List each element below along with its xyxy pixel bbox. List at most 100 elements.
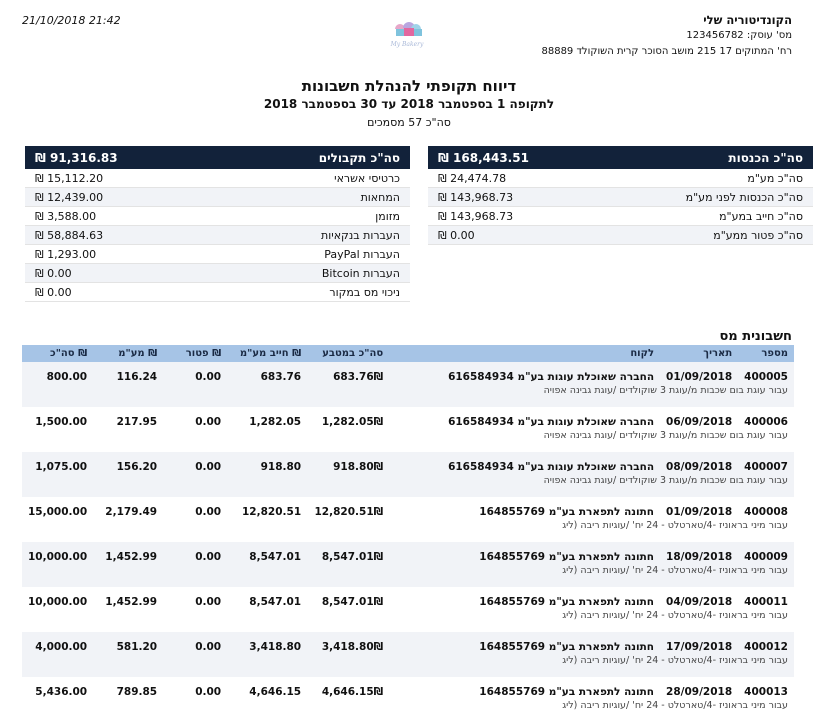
table-row[interactable]: 10,000.00 1,452.99 0.00 8,547.01 8,547.01₪ חת… bbox=[22, 542, 794, 565]
col-total: סה"כ ₪ bbox=[22, 345, 94, 362]
cell-description: עבור מיני בראוניז -4/טארטלט - 24 יח' /עו… bbox=[389, 565, 794, 587]
business-name: הקונדיטוריה שלי bbox=[703, 13, 792, 27]
cell-empty bbox=[163, 430, 227, 452]
table-row-description: עבור מיני בראוניז -4/טארטלט - 24 יח' /עו… bbox=[22, 610, 794, 632]
cell-total: 800.00 bbox=[22, 362, 94, 385]
cell-empty bbox=[22, 700, 93, 722]
income-row: סה"כ פטור ממע"מ ₪ 0.00 bbox=[428, 226, 813, 245]
cell-empty bbox=[307, 520, 389, 542]
cell-exempt: 0.00 bbox=[195, 506, 222, 518]
receipts-row: ניכוי מס במקור ₪ 0.00 bbox=[25, 283, 410, 302]
income-header-label: סה"כ הכנסות bbox=[728, 150, 803, 165]
cell-empty bbox=[22, 430, 93, 452]
cell-exempt: 0.00 bbox=[195, 686, 222, 698]
cell-vat-liable: 12,820.51 bbox=[242, 506, 302, 518]
cell-date: 01/09/2018 bbox=[666, 506, 733, 518]
table-row-description: עבור מיני בראוניז -4/טארטלט - 24 יח' /עו… bbox=[22, 700, 794, 722]
table-row[interactable]: 800.00 116.24 0.00 683.76 683.76₪ החברה שאוכל… bbox=[22, 362, 794, 385]
cell-empty bbox=[227, 565, 308, 587]
receipts-row-value: ₪ 12,439.00 bbox=[35, 190, 104, 204]
cell-customer: חתונה לתפארת בע"מ 164855769 bbox=[389, 542, 661, 565]
table-row-description: עבור מיני בראוניז -4/טארטלט - 24 יח' /עו… bbox=[22, 565, 794, 587]
cell-number: 400012 bbox=[738, 632, 794, 655]
cell-date: 17/09/2018 bbox=[660, 632, 739, 655]
table-row[interactable]: 5,436.00 789.85 0.00 4,646.15 4,646.15₪ חתונה… bbox=[22, 677, 794, 700]
table-row[interactable]: 15,000.00 2,179.49 0.00 12,820.51 12,820.51₪… bbox=[22, 497, 794, 520]
cell-vat-liable: 3,418.80 bbox=[227, 632, 308, 655]
cell-empty bbox=[227, 385, 308, 407]
receipts-row-label: מזומן bbox=[375, 209, 400, 223]
cell-empty bbox=[307, 565, 390, 587]
income-summary: סה"כ הכנסות ₪ 168,443.51 סה"כ מע"מ ₪ 24,4… bbox=[428, 146, 813, 245]
cell-total: 15,000.00 bbox=[28, 506, 88, 518]
cell-vat: 1,452.99 bbox=[105, 596, 158, 608]
cell-empty bbox=[307, 610, 389, 632]
col-number: מספר bbox=[738, 345, 794, 362]
document-count: סה"כ 57 מסמכים bbox=[367, 116, 451, 129]
cell-vat-liable: 8,547.01 bbox=[249, 596, 302, 608]
cell-empty bbox=[93, 610, 163, 632]
cell-currency-total: 8,547.01₪ bbox=[321, 596, 384, 608]
cell-date: 06/09/2018 bbox=[666, 416, 733, 428]
cell-exempt: 0.00 bbox=[163, 632, 228, 655]
table-header-row: סה"כ ₪ מע"מ ₪ פטור ₪ חייב מע"מ ₪ סה"כ במ… bbox=[22, 345, 794, 362]
cell-customer: חתונה לתפארת בע"מ 164855769 bbox=[479, 596, 655, 608]
cell-empty bbox=[22, 475, 94, 497]
receipts-row-label: ניכוי מס במקור bbox=[329, 285, 400, 299]
receipts-row-label: העברות Bitcoin bbox=[321, 266, 400, 280]
cell-vat: 1,452.99 bbox=[93, 542, 164, 565]
cell-description: עבור מיני בראוניז -4/טארטלט - 24 יח' /עו… bbox=[562, 610, 788, 621]
cell-vat-liable: 918.80 bbox=[227, 452, 308, 475]
business-id: מס' עוסק: 123456782 bbox=[686, 30, 792, 41]
receipts-row-value: ₪ 1,293.00 bbox=[35, 247, 97, 261]
receipts-header-label: סה"כ תקבולים bbox=[318, 150, 400, 165]
cell-total: 5,436.00 bbox=[35, 686, 88, 698]
table-row[interactable]: 10,000.00 1,452.99 0.00 8,547.01 8,547.01₪ חת… bbox=[22, 587, 794, 610]
income-row: סה"כ הכנסות לפני מע"מ ₪ 143,968.73 bbox=[428, 188, 813, 207]
cell-exempt: 0.00 bbox=[163, 362, 228, 385]
receipts-row: העברות בנקאיות ₪ 58,884.63 bbox=[25, 226, 410, 245]
cell-empty bbox=[22, 565, 94, 587]
cell-date: 28/09/2018 bbox=[666, 686, 733, 698]
business-info: הקונדיטוריה שלי מס' עוסק: 123456782 רח' … bbox=[541, 12, 792, 60]
cell-empty bbox=[163, 385, 228, 407]
report-title: דיווח תקופתי להנהלת חשבונות bbox=[301, 77, 517, 95]
receipts-row-label: כרטיסי אשראי bbox=[334, 171, 400, 185]
table-row[interactable]: 4,000.00 581.20 0.00 3,418.80 3,418.80₪ חתונה… bbox=[22, 632, 794, 655]
cell-vat-liable: 683.76 bbox=[227, 362, 308, 385]
income-row-value: ₪ 143,968.73 bbox=[438, 209, 514, 223]
cell-empty bbox=[93, 475, 164, 497]
cell-number: 400008 bbox=[744, 506, 788, 518]
report-datetime: 21/10/2018 21:42 bbox=[22, 14, 121, 27]
cell-vat-liable: 8,547.01 bbox=[227, 542, 308, 565]
income-row-value: ₪ 24,474.78 bbox=[438, 171, 507, 185]
cell-date: 01/09/2018 bbox=[660, 362, 739, 385]
col-exempt: פטור ₪ bbox=[163, 345, 228, 362]
receipts-summary: סה"כ תקבולים ₪ 91,316.83 כרטיסי אשראי ₪ 1… bbox=[25, 146, 410, 302]
receipts-row-value: ₪ 0.00 bbox=[35, 266, 72, 280]
cell-total: 1,500.00 bbox=[35, 416, 88, 428]
cell-empty bbox=[307, 475, 390, 497]
receipts-row-label: המחאות bbox=[360, 190, 400, 204]
income-header-value: ₪ 168,443.51 bbox=[438, 150, 529, 165]
cell-empty bbox=[307, 430, 389, 452]
income-row-label: סה"כ פטור ממע"מ bbox=[713, 228, 803, 242]
cell-total: 1,075.00 bbox=[22, 452, 94, 475]
cell-currency-total: 12,820.51₪ bbox=[314, 506, 384, 518]
table-row-description: עבור עוגת בום שכבות מ/עוגת 3 שוקולדים /ע… bbox=[22, 475, 794, 497]
cell-empty bbox=[22, 520, 93, 542]
income-row-label: סה"כ מע"מ bbox=[747, 171, 803, 185]
cell-empty bbox=[227, 520, 307, 542]
receipts-row-value: ₪ 15,112.20 bbox=[35, 171, 104, 185]
cell-description: עבור מיני בראוניז -4/טארטלט - 24 יח' /עו… bbox=[389, 655, 794, 677]
cell-vat: 156.20 bbox=[93, 452, 164, 475]
receipts-row-value: ₪ 0.00 bbox=[35, 285, 72, 299]
cell-number: 400009 bbox=[738, 542, 794, 565]
cell-vat-liable: 1,282.05 bbox=[249, 416, 302, 428]
cell-empty bbox=[163, 655, 228, 677]
table-row[interactable]: 1,500.00 217.95 0.00 1,282.05 1,282.05₪ החברה… bbox=[22, 407, 794, 430]
table-row[interactable]: 1,075.00 156.20 0.00 918.80 918.80₪ החברה שאו… bbox=[22, 452, 794, 475]
cell-exempt: 0.00 bbox=[163, 542, 228, 565]
receipts-row: העברות PayPal ₪ 1,293.00 bbox=[25, 245, 410, 264]
receipts-row: המחאות ₪ 12,439.00 bbox=[25, 188, 410, 207]
